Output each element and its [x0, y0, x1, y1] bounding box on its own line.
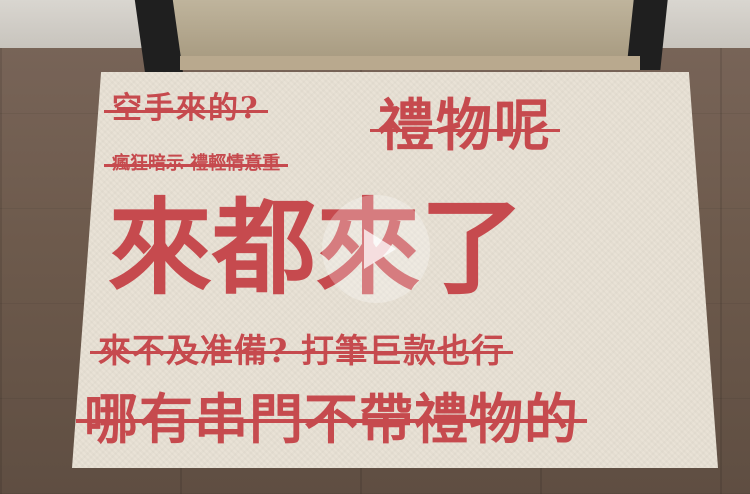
mat-line-5: 來不及准備? 打筆巨款也行	[90, 331, 513, 370]
mat-line-6: 哪有串門不帶禮物的	[76, 387, 587, 451]
doorway	[170, 0, 640, 62]
mat-line-1: 空手來的?	[104, 91, 268, 126]
mat-line-2: 禮物呢	[370, 93, 560, 159]
play-icon	[364, 229, 396, 269]
mat-line-3: 瘋狂暗示 禮輕情意重	[103, 153, 289, 174]
door-threshold	[180, 56, 640, 70]
doormat	[72, 72, 718, 468]
play-button[interactable]	[322, 195, 430, 303]
mat-line-4-headline: 來都來了	[108, 186, 525, 309]
